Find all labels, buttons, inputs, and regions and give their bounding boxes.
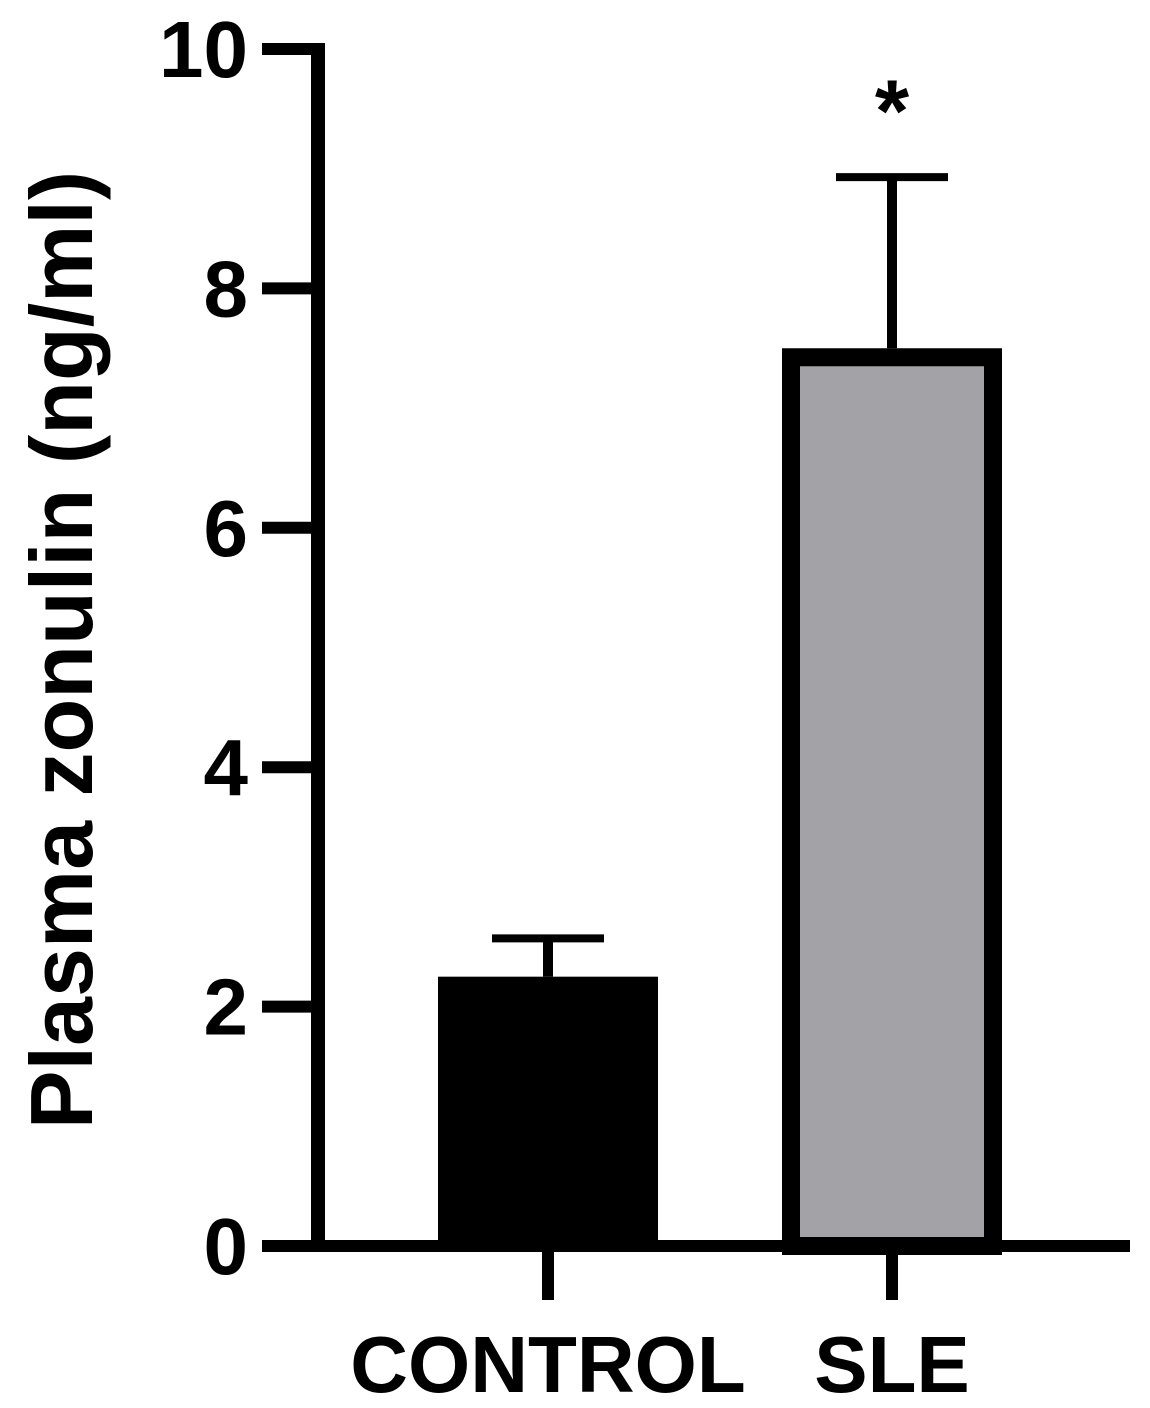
x-tick-label-sle: SLE [814,1320,970,1408]
y-axis-label: Plasma zonulin (ng/ml) [12,171,111,1129]
x-tick-label-control: CONTROL [350,1320,746,1408]
y-tick-label: 10 [159,5,248,94]
y-tick-label: 6 [204,484,249,573]
significance-marker: * [875,61,910,160]
bar-sle [782,348,1002,1255]
bar-control [438,976,658,1246]
y-tick-label: 2 [204,963,249,1052]
y-tick-label: 8 [204,244,249,333]
y-tick-label: 4 [204,723,249,812]
y-tick-label: 0 [204,1202,249,1291]
